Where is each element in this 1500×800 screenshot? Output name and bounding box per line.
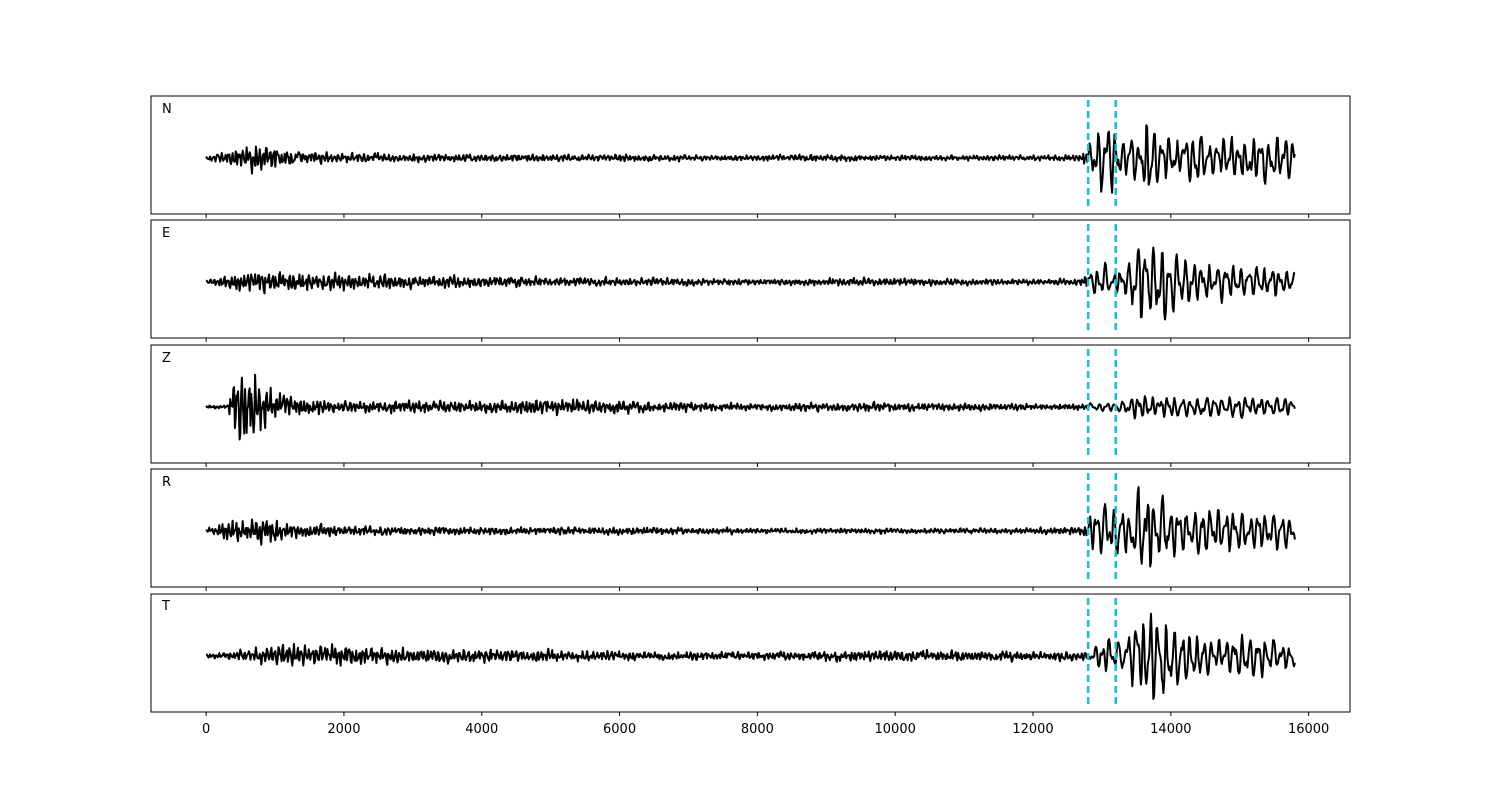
x-tick-label: 0 [202,722,210,737]
x-tick-label: 4000 [465,722,498,737]
panel-label-z: Z [162,351,171,366]
x-tick-label: 14000 [1150,722,1191,737]
trace-e [205,246,1296,321]
panel-label-n: N [162,102,172,117]
x-tick-label: 6000 [603,722,636,737]
panel-label-e: E [162,226,170,241]
panel-n: N [150,95,1351,218]
panel-r: R [150,468,1351,591]
trace-n [205,124,1296,194]
x-tick-label: 10000 [875,722,916,737]
panel-t: T [150,593,1351,713]
panel-e: E [150,219,1351,342]
x-axis: 0 2000 4000 6000 8000 10000 12000 14000 16000 [202,712,1329,737]
x-tick-label: 2000 [327,722,360,737]
panel-label-t: T [161,599,170,614]
trace-r [205,486,1296,568]
panel-z: Z [150,344,1351,467]
x-tick-label: 16000 [1288,722,1329,737]
trace-z [205,373,1296,441]
trace-t [205,612,1296,700]
x-tick-label: 12000 [1012,722,1053,737]
x-tick-label: 8000 [741,722,774,737]
panel-label-r: R [162,475,171,490]
